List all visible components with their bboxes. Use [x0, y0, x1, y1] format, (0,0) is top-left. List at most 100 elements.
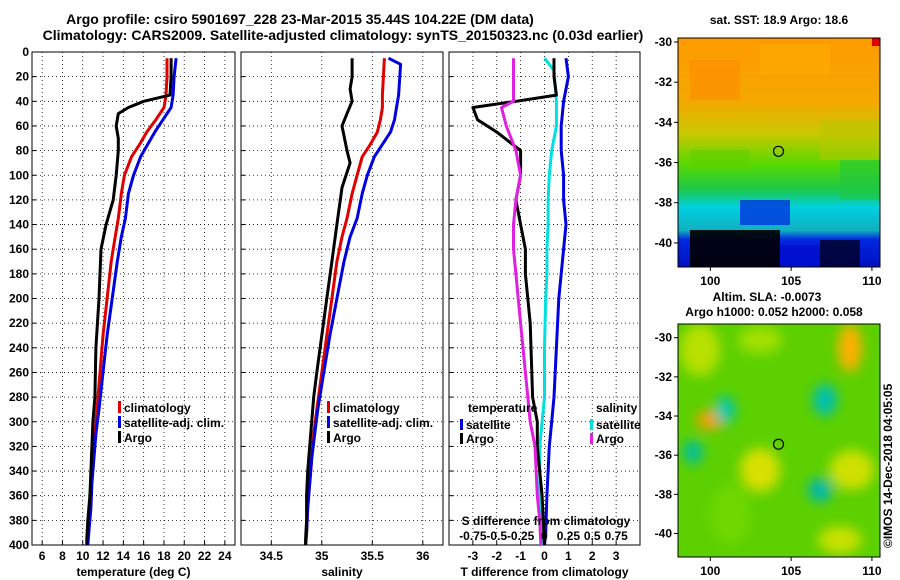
- map-y-tick-label: -38: [655, 196, 673, 210]
- y-tick-label: 120: [9, 193, 29, 207]
- x-tick-label: 10: [76, 549, 90, 563]
- series-line-argo: [304, 58, 354, 545]
- series-line-s-satellite: [538, 57, 558, 546]
- series-line-t-satellite: [543, 58, 570, 546]
- y-tick-label: 280: [9, 390, 29, 404]
- s-diff-tick-label: -0.25: [507, 529, 535, 543]
- sst-map-axes: 100 105 110 -30 -32 -34 -36 -38 -40: [655, 35, 882, 288]
- series-line-t-argo: [471, 58, 558, 546]
- map-y-tick-label: -34: [655, 409, 673, 423]
- legend-label: Argo: [124, 431, 152, 445]
- x-tick-label: -3: [468, 549, 479, 563]
- figure-title-line1: Argo profile: csiro 5901697_228 23-Mar-2…: [66, 11, 534, 27]
- x-tick-label: 35: [315, 549, 329, 563]
- y-tick-label: 20: [16, 70, 30, 84]
- series-line-s-argo: [500, 58, 543, 546]
- series-line-climatology: [304, 58, 386, 546]
- y-tick-label: 200: [9, 292, 29, 306]
- legend-label: Argo: [333, 431, 361, 445]
- sla-map-axes: 100 105 110 -30 -32 -34 -36 -38 -40: [655, 331, 882, 578]
- s-diff-tick-label: -0.75: [459, 529, 487, 543]
- legend-label: satellite: [466, 418, 511, 432]
- series-line-satellite-adj-clim-: [86, 58, 178, 546]
- temperature-panel: 0 20 40 60 80 100 120 140 160 180 200 220 240 260 280 3…: [9, 45, 236, 579]
- map-x-tick-label: 100: [700, 564, 720, 578]
- x-tick-label: -1: [515, 549, 526, 563]
- sst-argo-location-marker: [772, 145, 785, 157]
- map-x-tick-label: 105: [781, 564, 801, 578]
- figure-title-line2: Climatology: CARS2009. Satellite-adjuste…: [43, 27, 644, 43]
- series-line-satellite-adj-clim-: [304, 56, 403, 546]
- legend-label: satellite: [596, 418, 641, 432]
- map-x-tick-label: 105: [781, 274, 801, 288]
- legend-swatch: [118, 401, 121, 413]
- legend-label: Argo: [466, 432, 494, 446]
- x-tick-label: 6: [39, 549, 46, 563]
- legend-swatch: [460, 433, 463, 444]
- difference-panel: -3 -2 -1 0 1 2 3 T difference from climatology t…: [448, 51, 641, 579]
- legend-swatch: [590, 433, 593, 444]
- x-tick-label: 8: [59, 549, 66, 563]
- s-diff-tick-label: -0.5: [486, 529, 507, 543]
- map-x-tick-label: 110: [862, 274, 882, 288]
- legend-label: climatology: [333, 401, 400, 415]
- x-axis-label: T difference from climatology: [460, 565, 628, 579]
- y-tick-label: 260: [9, 365, 29, 379]
- y-tick-label: 380: [9, 513, 29, 527]
- map-y-tick-label: -34: [655, 115, 673, 129]
- s-diff-tick-label: 0: [541, 529, 548, 543]
- y-tick-label: 160: [9, 242, 29, 256]
- map-y-tick-label: -38: [655, 487, 673, 501]
- map-y-tick-label: -36: [655, 448, 673, 462]
- map-y-tick-label: -32: [655, 370, 673, 384]
- legend-swatch: [327, 401, 330, 413]
- legend-swatch: [327, 431, 330, 443]
- x-axis-label: temperature (deg C): [76, 565, 190, 579]
- map-y-tick-label: -32: [655, 75, 673, 89]
- x-tick-label: 3: [613, 549, 620, 563]
- legend-swatch: [590, 419, 593, 430]
- x-tick-label: 18: [157, 549, 171, 563]
- s-diff-tick-label: 0.75: [604, 529, 628, 543]
- legend-swatch: [118, 431, 121, 443]
- x-tick-label: 22: [198, 549, 212, 563]
- legend-title-temperature: temperature: [468, 401, 538, 415]
- x-tick-label: 2: [589, 549, 596, 563]
- x-tick-label: 0: [541, 549, 548, 563]
- x-tick-label: 12: [96, 549, 110, 563]
- legend-label: satellite-adj. clim.: [333, 416, 433, 430]
- legend-title-salinity: salinity: [596, 401, 638, 415]
- y-tick-label: 240: [9, 341, 29, 355]
- y-tick-label: 360: [9, 489, 29, 503]
- x-tick-label: -2: [491, 549, 502, 563]
- x-axis-label: salinity: [321, 565, 363, 579]
- legend-label: Argo: [596, 432, 624, 446]
- sst-map-image: [678, 38, 880, 267]
- sla-map-frame: [677, 323, 881, 558]
- y-tick-label: 300: [9, 415, 29, 429]
- x-tick-label: 24: [218, 549, 232, 563]
- y-tick-label: 140: [9, 218, 29, 232]
- map-y-tick-label: -30: [655, 35, 673, 49]
- y-tick-label: 40: [16, 94, 30, 108]
- x-tick-label: 34.5: [260, 549, 284, 563]
- sla-map-title-line1: Altim. SLA: -0.0073: [713, 290, 822, 304]
- x-tick-label: 20: [178, 549, 192, 563]
- series-line-argo: [85, 58, 173, 545]
- y-tick-label: 340: [9, 464, 29, 478]
- map-y-tick-label: -36: [655, 156, 673, 170]
- x-tick-label: 16: [137, 549, 151, 563]
- y-tick-label: 220: [9, 316, 29, 330]
- y-tick-label: 100: [9, 168, 29, 182]
- map-y-tick-label: -40: [655, 527, 673, 541]
- s-diff-tick-label: 0.5: [584, 529, 601, 543]
- salinity-panel: 34.5 35 35.5 36 salinity climatologysatellite…: [240, 51, 444, 579]
- map-y-tick-label: -40: [655, 236, 673, 250]
- y-tick-label: 180: [9, 267, 29, 281]
- x-tick-label: 36: [416, 549, 430, 563]
- sst-map-title: sat. SST: 18.9 Argo: 18.6: [710, 13, 849, 27]
- sla-map-image: [678, 324, 880, 557]
- y-tick-label: 0: [22, 45, 29, 59]
- sla-argo-location-marker: [772, 438, 785, 450]
